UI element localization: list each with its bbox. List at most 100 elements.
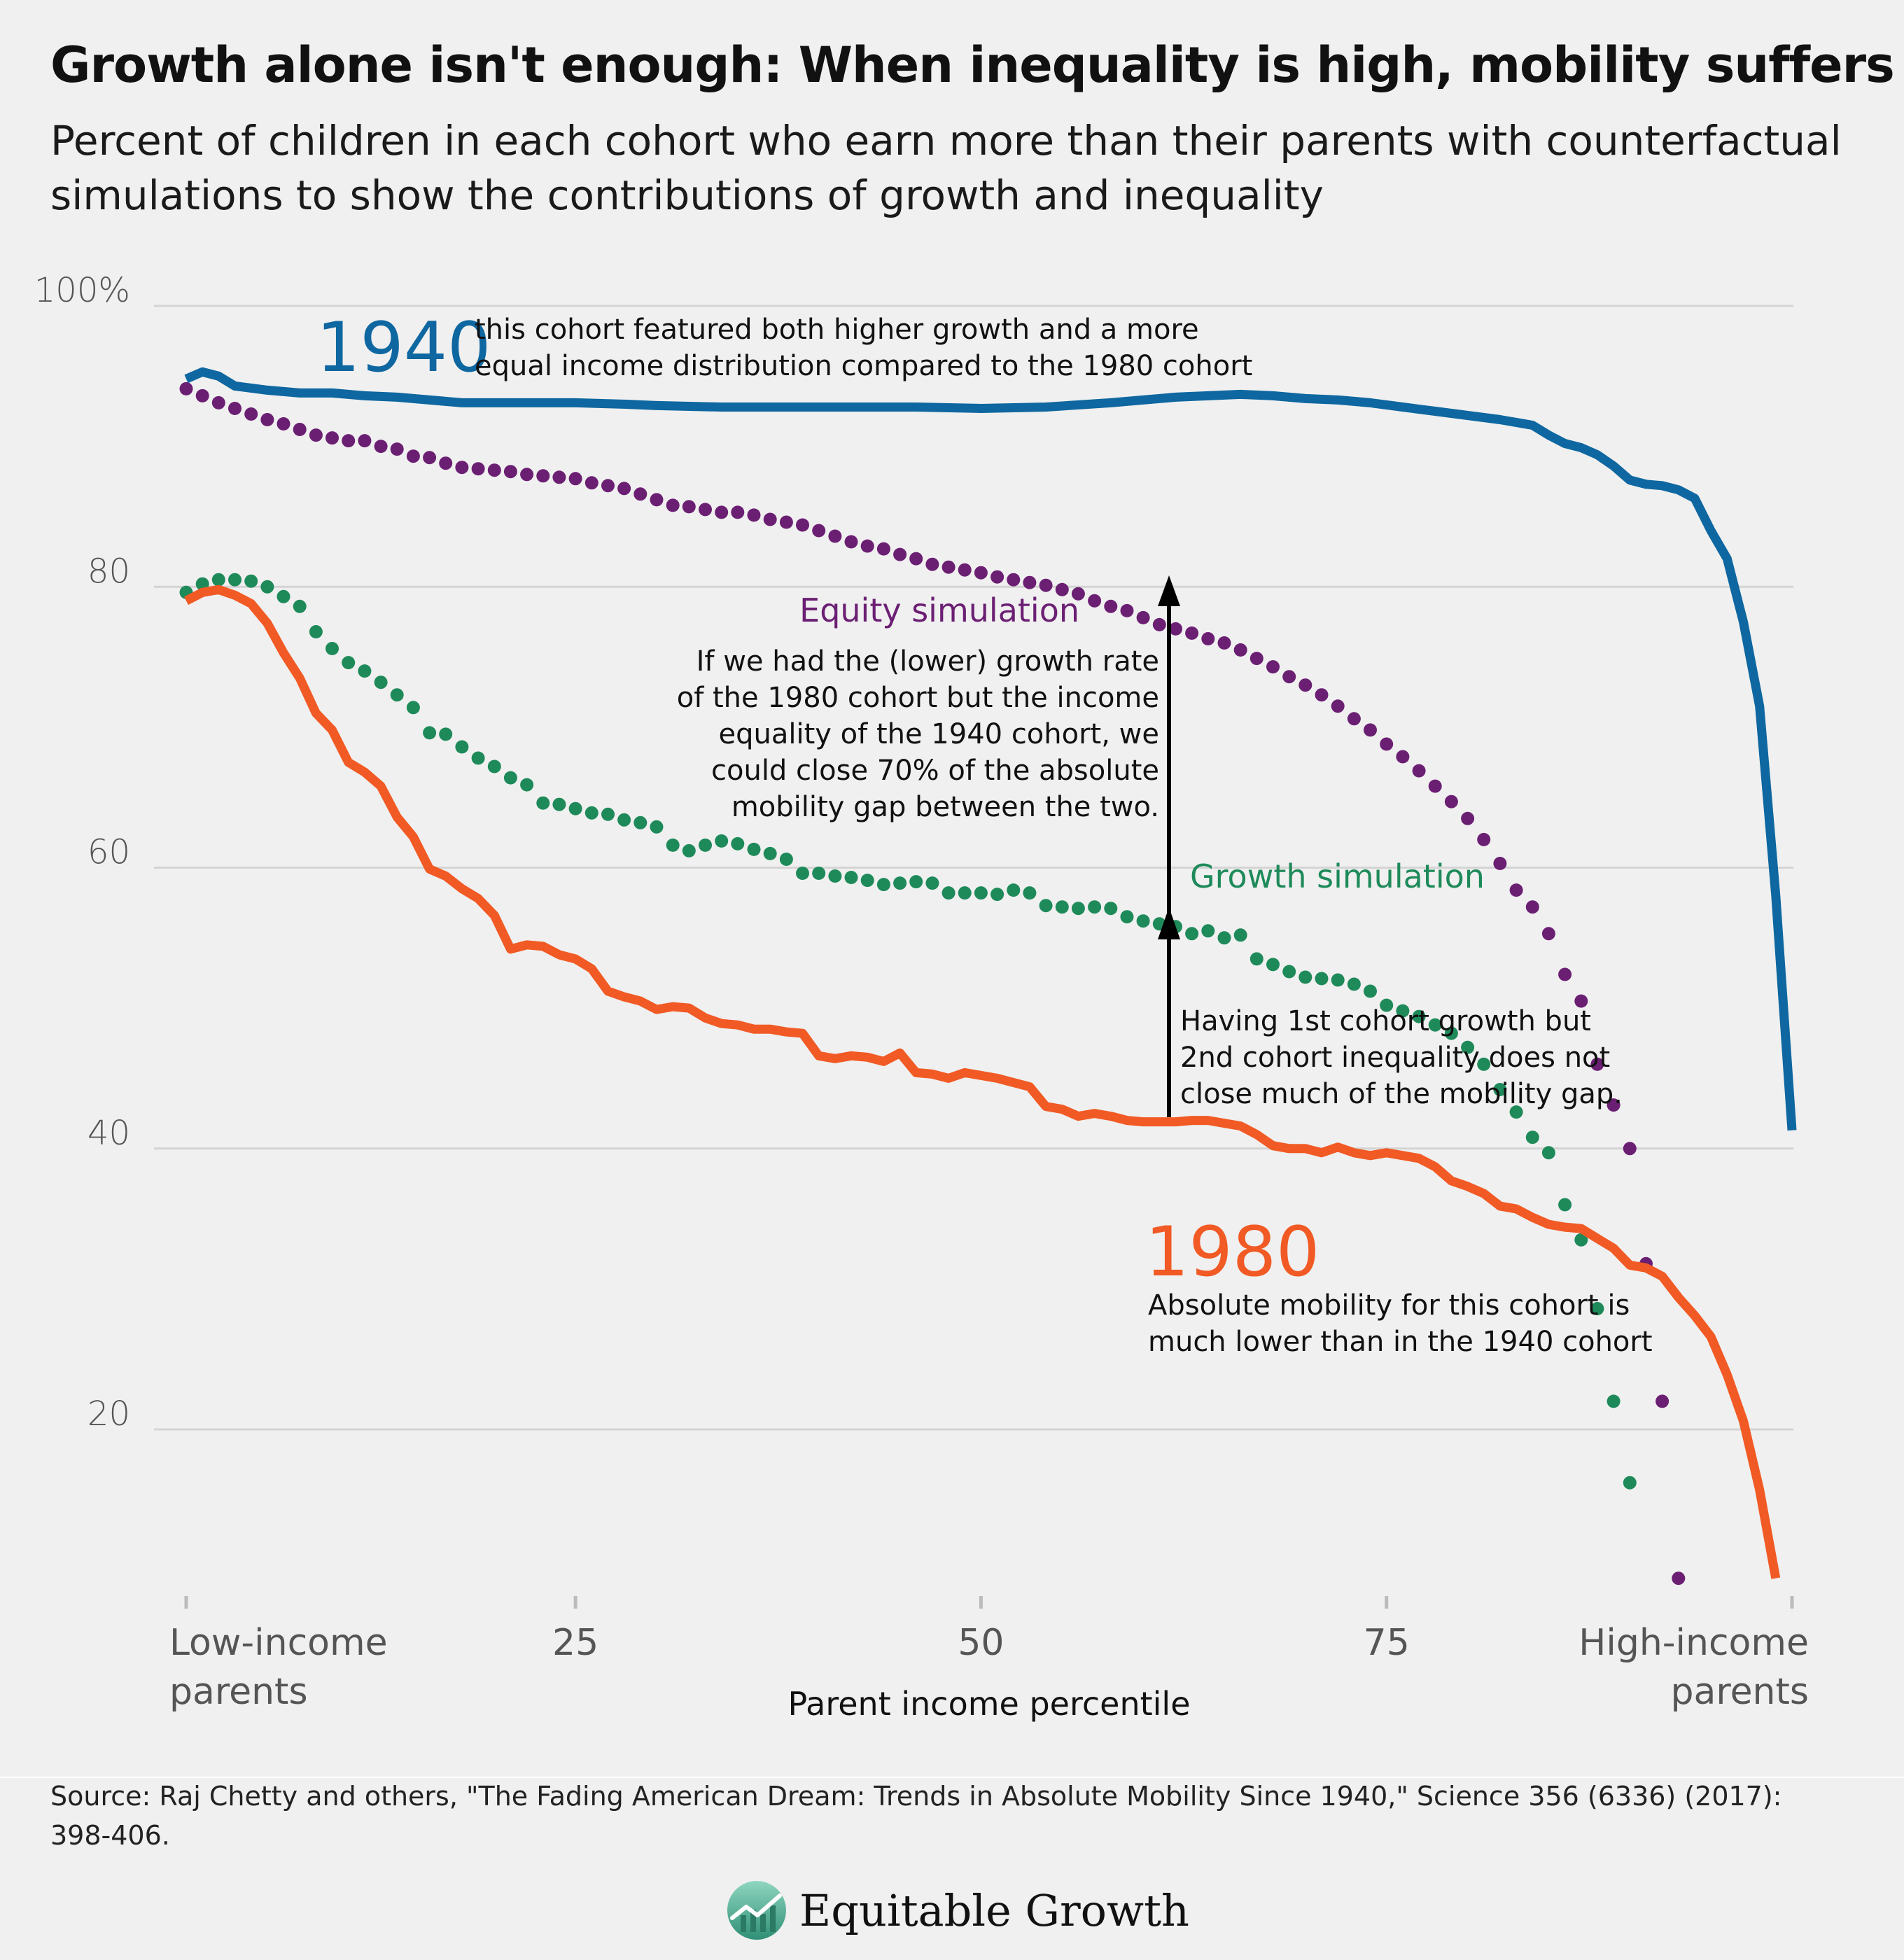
series-growth-simulation-point: [1266, 958, 1280, 972]
series-growth-simulation-point: [1347, 977, 1361, 991]
series-growth-simulation-point: [1493, 1083, 1507, 1096]
series-growth-simulation-point: [342, 656, 356, 670]
series-growth-simulation-point: [1250, 952, 1264, 966]
series-growth-simulation-point: [1023, 886, 1037, 900]
series-growth-simulation-point: [876, 878, 890, 892]
series-growth-simulation-point: [1477, 1057, 1491, 1071]
series-1980-line: [184, 584, 1781, 1579]
series-growth-simulation-point: [1331, 973, 1345, 987]
series-growth-simulation-point: [666, 838, 680, 852]
series-equity-simulation-point: [876, 542, 890, 556]
series-layer: [179, 367, 1797, 1586]
series-equity-simulation-point: [1380, 737, 1394, 751]
series-equity-simulation-point: [1541, 927, 1555, 941]
series-growth-simulation-point: [779, 853, 793, 866]
series-growth-simulation-point: [406, 701, 420, 715]
series-growth-simulation-point: [276, 589, 290, 603]
series-equity-simulation-point: [1347, 712, 1361, 726]
series-growth-simulation-point: [1444, 1026, 1458, 1040]
label-1980: 1980: [1145, 1212, 1320, 1292]
series-growth-simulation-point: [601, 807, 615, 821]
series-equity-simulation-point: [812, 524, 826, 538]
x-tick-label: 25: [552, 1622, 598, 1664]
series-equity-simulation-point: [617, 482, 631, 496]
series-equity-simulation-point: [1558, 967, 1572, 981]
chart-subtitle: Percent of children in each cohort who e…: [50, 117, 1842, 219]
series-equity-simulation-point: [1217, 636, 1231, 650]
series-equity-simulation-point: [455, 461, 469, 475]
y-tick-label: 80: [88, 552, 130, 591]
series-equity-simulation-point: [763, 512, 777, 526]
series-growth-simulation-point: [731, 836, 745, 850]
chart-plot: 100% 80 60 40 20 Low-income parents 25 50 75 High-…: [34, 271, 1809, 1723]
series-growth-simulation-point: [1380, 998, 1394, 1012]
series-growth-simulation-point: [796, 867, 809, 880]
series-equity-simulation-point: [1120, 603, 1134, 617]
series-equity-simulation-point: [1250, 652, 1264, 666]
series-growth-simulation-point: [1315, 972, 1329, 986]
series-growth-simulation-point: [584, 806, 598, 820]
series-equity-simulation-point: [1088, 594, 1102, 608]
series-growth-simulation-point: [1055, 900, 1069, 914]
series-growth-simulation-point: [1428, 1018, 1442, 1032]
series-growth-simulation-point: [1282, 965, 1296, 979]
series-equity-simulation-point: [1412, 764, 1426, 778]
equity-sim-line3: equality of the 1940 cohort, we: [719, 718, 1159, 750]
series-equity-simulation-point: [1525, 900, 1539, 914]
series-equity-simulation-point: [309, 428, 323, 442]
series-growth-simulation-point: [1088, 900, 1102, 914]
series-equity-simulation-point: [1233, 643, 1247, 657]
rising-line-logo-icon: [727, 1881, 786, 1940]
series-growth-simulation-point: [682, 844, 696, 858]
series-equity-simulation-point: [1055, 582, 1069, 596]
equity-sim-line2: of the 1980 cohort but the income: [677, 682, 1159, 714]
series-growth-simulation-point: [1201, 924, 1215, 938]
y-tick-label: 20: [88, 1394, 130, 1434]
series-growth-simulation-point: [1217, 931, 1231, 945]
source-note: Source: Raj Chetty and others, "The Fadi…: [50, 1781, 1782, 1851]
series-equity-simulation-point: [1477, 832, 1491, 846]
series-growth-simulation-point: [699, 838, 712, 852]
series-growth-simulation-point: [309, 625, 323, 638]
footer-divider: [0, 1777, 1904, 1778]
series-equity-simulation-point: [1039, 578, 1053, 592]
series-growth-simulation-point: [617, 813, 631, 827]
series-equity-simulation-point: [779, 515, 793, 529]
series-equity-simulation-point: [536, 469, 550, 483]
series-equity-simulation-point: [666, 498, 680, 512]
series-growth-simulation-point: [860, 874, 874, 888]
series-growth-simulation-point: [634, 816, 648, 830]
series-growth-simulation-point: [211, 573, 225, 587]
series-equity-simulation-point: [1007, 573, 1021, 587]
series-equity-simulation-point: [650, 493, 664, 507]
series-growth-simulation-point: [1525, 1130, 1539, 1144]
growth-sim-line1: Having 1st cohort growth but: [1180, 1005, 1591, 1037]
series-equity-simulation-point: [1364, 723, 1377, 737]
series-growth-simulation-point: [1574, 1233, 1588, 1247]
series-equity-simulation-point: [1590, 1057, 1604, 1071]
y-tick-label: 100%: [34, 271, 130, 310]
series-growth-simulation-point: [1298, 970, 1312, 984]
series-growth-simulation-point: [715, 834, 729, 848]
series-growth-simulation-point: [1104, 902, 1118, 916]
series-equity-simulation-point: [503, 465, 517, 479]
x-tick-label: parents: [169, 1671, 308, 1713]
series-growth-simulation-point: [1396, 1004, 1410, 1018]
series-equity-simulation-point: [1152, 617, 1166, 631]
series-equity-simulation-point: [1266, 660, 1280, 674]
series-equity-simulation-point: [326, 431, 339, 445]
series-equity-simulation-point: [1623, 1142, 1637, 1156]
series-equity-simulation-point: [1185, 626, 1199, 640]
series-equity-simulation-point: [471, 462, 485, 476]
growth-sim-line3: close much of the mobility gap.: [1180, 1078, 1623, 1110]
series-growth-simulation-point: [893, 876, 907, 890]
series-growth-simulation-point: [974, 886, 988, 900]
series-equity-simulation-point: [179, 382, 193, 396]
series-equity-simulation-point: [552, 470, 566, 484]
series-equity-simulation-point: [1444, 794, 1458, 808]
series-growth-simulation-point: [487, 760, 501, 774]
series-growth-simulation-point: [358, 664, 372, 678]
series-growth-simulation-point: [1071, 902, 1085, 916]
chart-title: Growth alone isn't enough: When inequali…: [50, 36, 1895, 94]
series-growth-simulation-point: [423, 726, 437, 740]
